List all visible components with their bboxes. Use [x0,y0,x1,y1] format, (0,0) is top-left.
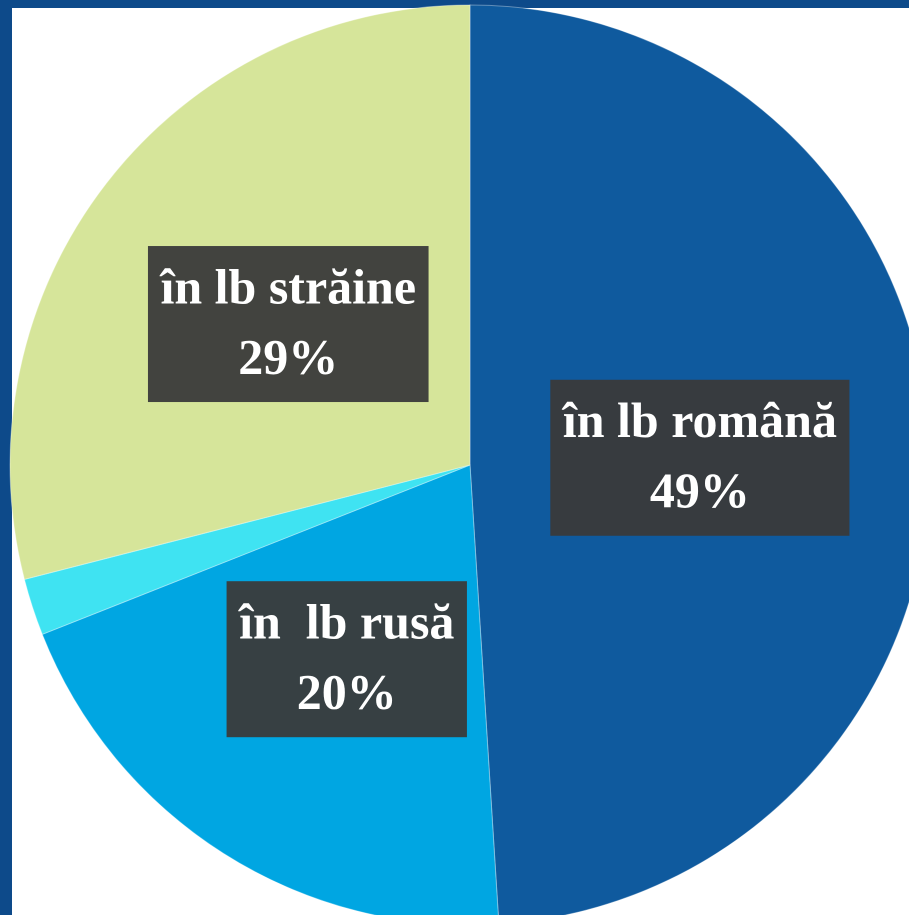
label-value: 49% [650,462,750,518]
pie-slice [23,464,471,635]
label-category: în lb rusă [238,594,454,650]
label-value: 20% [297,664,397,720]
data-label: în lb rusă 20% [226,581,467,738]
label-box [147,246,429,403]
data-label: în lb română 49% [550,379,850,536]
label-value: 29% [238,329,338,385]
label-category: în lb străine [159,259,416,315]
label-box [226,581,467,738]
data-label: în lb străine 29% [147,246,429,403]
label-box [550,379,850,536]
label-category: în lb română [562,392,837,448]
